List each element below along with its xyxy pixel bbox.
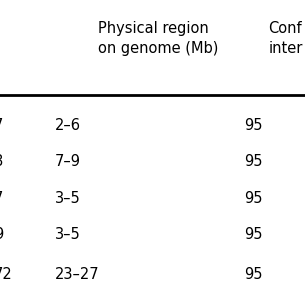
Text: 8: 8 bbox=[0, 154, 3, 169]
Text: 72: 72 bbox=[0, 267, 13, 282]
Text: Conf
inter: Conf inter bbox=[268, 21, 303, 56]
Text: 23–27: 23–27 bbox=[55, 267, 99, 282]
Text: 3–5: 3–5 bbox=[55, 227, 81, 242]
Text: 7: 7 bbox=[0, 117, 3, 133]
Text: 7–9: 7–9 bbox=[55, 154, 81, 169]
Text: Physical region
on genome (Mb): Physical region on genome (Mb) bbox=[98, 21, 218, 56]
Text: 7: 7 bbox=[0, 191, 3, 206]
Text: 95: 95 bbox=[244, 191, 263, 206]
Text: 95: 95 bbox=[244, 227, 263, 242]
Text: 95: 95 bbox=[244, 154, 263, 169]
Text: 95: 95 bbox=[244, 267, 263, 282]
Text: 3–5: 3–5 bbox=[55, 191, 81, 206]
Text: 2–6: 2–6 bbox=[55, 117, 81, 133]
Text: 95: 95 bbox=[244, 117, 263, 133]
Text: 9: 9 bbox=[0, 227, 3, 242]
